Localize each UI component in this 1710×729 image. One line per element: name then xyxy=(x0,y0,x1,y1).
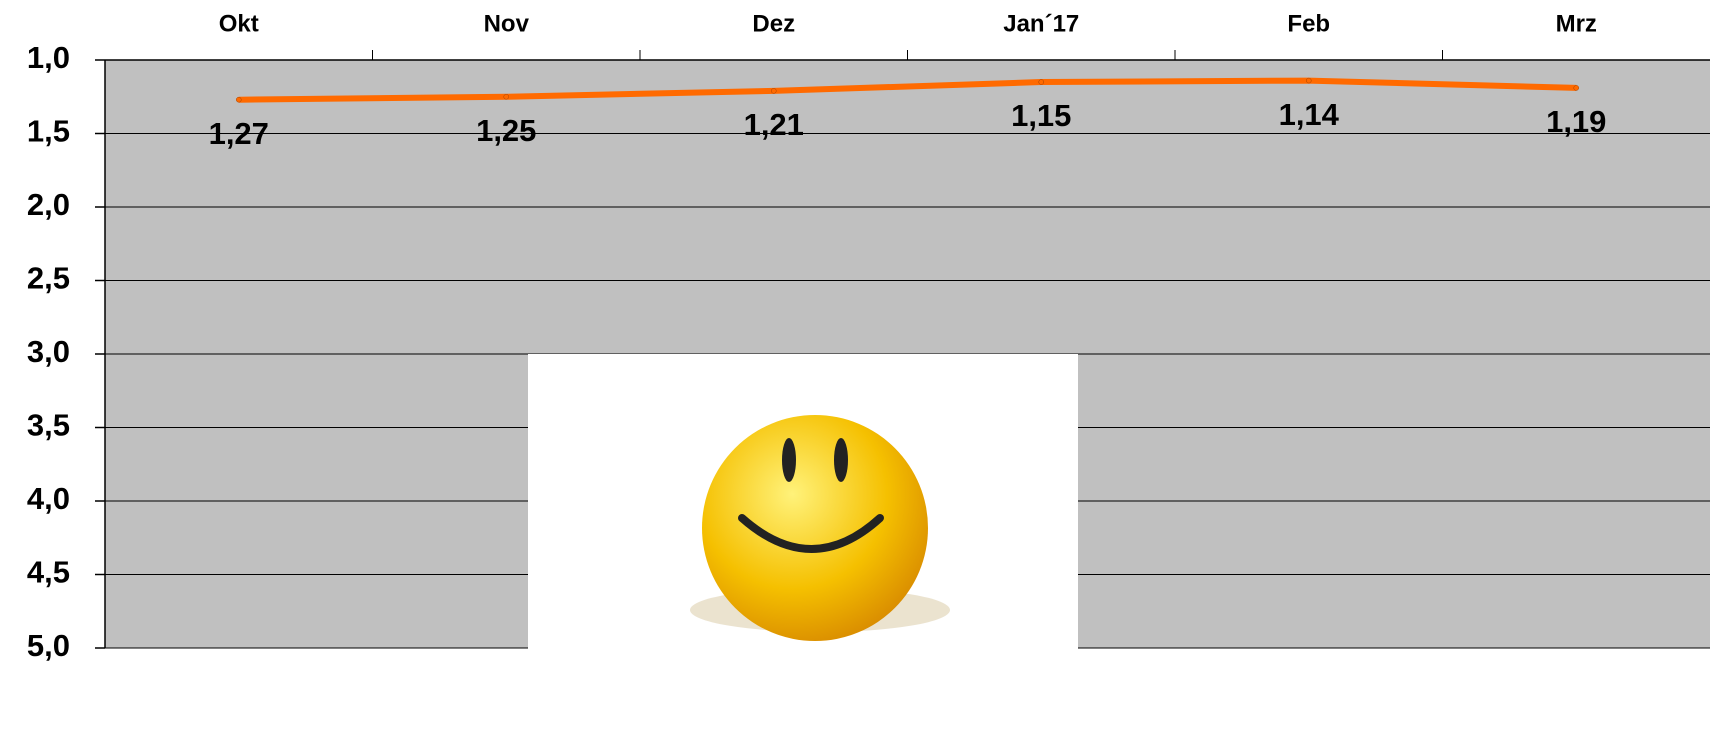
y-tick-label: 1,5 xyxy=(27,114,70,149)
data-point xyxy=(1038,79,1044,85)
data-label: 1,19 xyxy=(1546,104,1606,139)
y-tick-label: 2,5 xyxy=(27,261,70,296)
data-point xyxy=(771,88,777,94)
x-tick-label: Okt xyxy=(219,10,259,37)
data-point xyxy=(1573,85,1579,91)
y-tick-label: 3,0 xyxy=(27,334,70,369)
x-tick-label: Dez xyxy=(752,10,795,37)
x-tick-label: Nov xyxy=(484,10,530,37)
data-label: 1,27 xyxy=(209,116,269,151)
y-tick-label: 5,0 xyxy=(27,628,70,663)
data-label: 1,14 xyxy=(1279,97,1340,132)
y-tick-label: 1,0 xyxy=(27,40,70,75)
data-label: 1,21 xyxy=(744,107,804,142)
data-line xyxy=(238,77,1577,103)
data-point xyxy=(1306,77,1312,84)
smiley-image xyxy=(528,354,1078,668)
y-tick-label: 4,0 xyxy=(27,481,70,516)
x-tick-label: Mrz xyxy=(1556,10,1597,37)
x-tick-label: Feb xyxy=(1287,10,1330,37)
y-tick-label: 2,0 xyxy=(27,187,70,222)
data-point xyxy=(503,94,509,100)
x-tick-label: Jan´17 xyxy=(1003,10,1079,37)
y-tick-label: 3,5 xyxy=(27,408,70,443)
data-label: 1,15 xyxy=(1011,98,1071,133)
data-label: 1,25 xyxy=(476,113,536,148)
y-tick-label: 4,5 xyxy=(27,555,70,590)
data-point xyxy=(236,96,242,103)
